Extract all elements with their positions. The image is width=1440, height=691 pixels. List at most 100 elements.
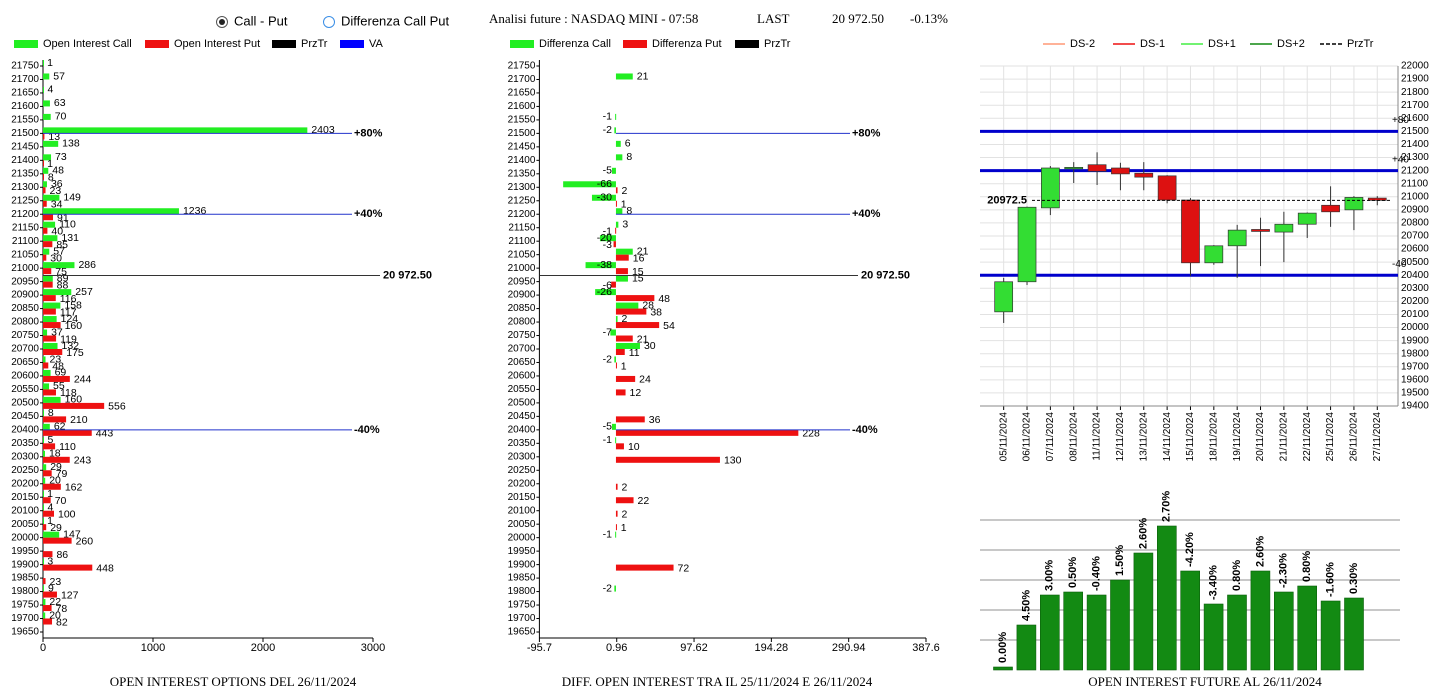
bar xyxy=(43,558,44,565)
bar xyxy=(43,402,105,409)
x-tick-label: 97.62 xyxy=(680,642,708,654)
price-label: 20972.5 xyxy=(987,194,1027,206)
x-tick-label: 20/11/2024 xyxy=(1255,412,1266,462)
bar xyxy=(43,369,51,376)
value-label: 29 xyxy=(50,461,62,473)
value-label: 88 xyxy=(57,279,69,291)
value-label: 36 xyxy=(51,178,63,190)
value-label: 8 xyxy=(626,205,632,217)
value-label: 85 xyxy=(56,239,68,251)
level-label: +80 xyxy=(1392,115,1409,126)
bar xyxy=(43,591,57,598)
y-tick-label: 20000 xyxy=(11,532,39,543)
value-label: 48 xyxy=(52,165,64,177)
y-tick-label: 20750 xyxy=(11,330,39,341)
candle-body xyxy=(1321,204,1340,213)
value-label: 89 xyxy=(57,272,69,284)
bar xyxy=(43,86,44,93)
bar xyxy=(615,275,628,282)
y-tick-label: 21300 xyxy=(1401,152,1429,163)
candle-body xyxy=(1111,167,1130,175)
x-tick-label: 25/11/2024 xyxy=(1325,412,1336,462)
value-label: 5 xyxy=(48,434,54,446)
value-label: -5 xyxy=(603,165,612,177)
bar xyxy=(993,666,1013,671)
bar xyxy=(43,531,60,538)
y-tick-label: 20100 xyxy=(508,505,536,516)
y-tick-label: 21100 xyxy=(1401,178,1429,189)
bar xyxy=(615,389,626,396)
radio-0[interactable]: Call - Put xyxy=(216,13,288,28)
bar xyxy=(615,113,617,120)
y-tick-label: 21250 xyxy=(11,195,39,206)
value-label: 1 xyxy=(47,57,53,69)
value-label: 1236 xyxy=(183,205,207,217)
value-label: 37 xyxy=(51,326,63,338)
legend-swatch xyxy=(272,40,296,48)
value-label: 138 xyxy=(62,138,80,150)
bar xyxy=(615,564,674,571)
radio-button[interactable] xyxy=(323,16,335,28)
y-tick-label: 20150 xyxy=(508,492,536,503)
value-label: 244 xyxy=(74,374,92,386)
radio-label[interactable]: Differenza Call Put xyxy=(341,13,450,28)
radio-1[interactable]: Differenza Call Put xyxy=(323,13,450,28)
y-tick-label: 21750 xyxy=(11,61,39,72)
value-label: 91 xyxy=(57,212,69,224)
chart-title: OPEN INTEREST OPTIONS DEL 26/11/2024 xyxy=(110,674,357,689)
bar xyxy=(1063,591,1083,671)
bar xyxy=(43,477,46,484)
bar xyxy=(43,389,56,396)
y-tick-label: 20700 xyxy=(1401,231,1429,242)
y-tick-label: 22000 xyxy=(1401,61,1429,72)
bar xyxy=(43,605,52,612)
value-label: 118 xyxy=(60,387,77,399)
value-label: 132 xyxy=(62,340,80,352)
x-tick-label: 18/11/2024 xyxy=(1208,412,1219,462)
bar xyxy=(43,396,61,403)
bar xyxy=(43,410,44,417)
value-label: 22 xyxy=(49,596,61,608)
value-label: 443 xyxy=(96,428,114,440)
y-tick-label: 19800 xyxy=(11,586,39,597)
value-label: 257 xyxy=(75,286,93,298)
bar xyxy=(43,578,46,585)
bar xyxy=(1110,579,1130,671)
bar xyxy=(43,140,59,147)
x-tick-label: 290.94 xyxy=(832,642,866,654)
value-label: 13 xyxy=(48,131,60,143)
bar xyxy=(43,262,75,269)
bar xyxy=(615,316,618,323)
bar xyxy=(43,383,50,390)
value-label: -3 xyxy=(603,239,612,251)
y-tick-label: 20400 xyxy=(1401,270,1429,281)
value-label: 2403 xyxy=(311,124,335,136)
value-label: 8 xyxy=(48,172,54,184)
value-label: 100 xyxy=(58,508,76,520)
bar xyxy=(43,510,54,517)
bar xyxy=(615,510,618,517)
value-label: 70 xyxy=(55,111,67,123)
radio-label[interactable]: Call - Put xyxy=(234,13,288,28)
legend-swatch xyxy=(145,40,169,48)
bar xyxy=(615,208,623,215)
value-label: 15 xyxy=(632,266,644,278)
y-tick-label: 21700 xyxy=(1401,100,1429,111)
bar xyxy=(43,537,72,544)
bar xyxy=(43,194,60,201)
y-tick-label: 19600 xyxy=(1401,374,1429,385)
bar xyxy=(615,443,624,450)
bar xyxy=(43,235,58,242)
level-label: -40% xyxy=(354,424,380,436)
bar xyxy=(43,585,44,592)
x-tick-label: 3000 xyxy=(361,642,385,654)
value-label: 110 xyxy=(59,218,76,230)
level-label: +40 xyxy=(1392,154,1409,165)
bar xyxy=(43,483,61,490)
y-tick-label: 20000 xyxy=(508,532,536,543)
value-label: 116 xyxy=(60,293,77,305)
y-tick-label: 20300 xyxy=(11,451,39,462)
value-label: 1 xyxy=(621,522,627,534)
y-tick-label: 21700 xyxy=(508,74,536,85)
